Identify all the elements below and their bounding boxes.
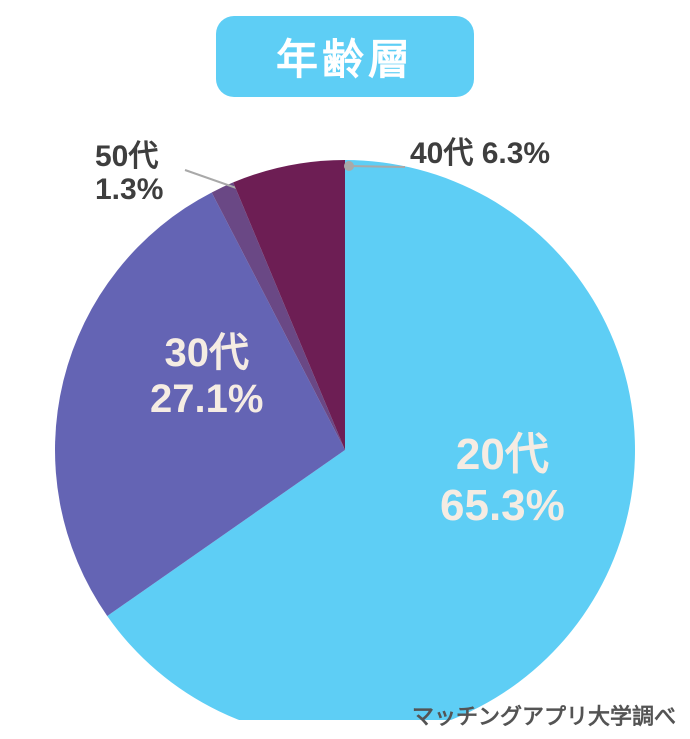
leader-line-40s bbox=[349, 166, 405, 167]
source-attribution: マッチングアプリ大学調べ bbox=[412, 699, 676, 731]
leader-dot-40s bbox=[344, 161, 354, 171]
pie-chart: 20代 65.3% 30代 27.1% 50代 1.3% 40代 6.3% bbox=[0, 130, 690, 720]
slice-label-50s: 50代 1.3% bbox=[95, 140, 163, 206]
pie-svg bbox=[0, 130, 690, 720]
slice-label-40s: 40代 6.3% bbox=[410, 137, 550, 170]
slice-label-20s: 20代 65.3% bbox=[440, 430, 565, 531]
chart-title: 年齢層 bbox=[216, 16, 474, 97]
slice-label-30s: 30代 27.1% bbox=[150, 330, 263, 422]
